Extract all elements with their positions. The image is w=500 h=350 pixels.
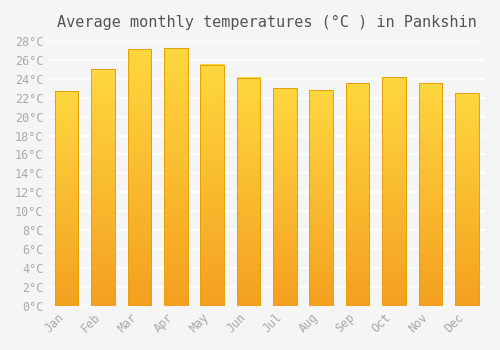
Bar [273, 88, 296, 306]
Bar [164, 48, 188, 306]
Bar [236, 78, 260, 306]
Bar [455, 93, 478, 306]
Bar [128, 49, 151, 306]
Bar [418, 84, 442, 306]
Title: Average monthly temperatures (°C ) in Pankshin: Average monthly temperatures (°C ) in Pa… [57, 15, 476, 30]
Bar [200, 64, 224, 306]
Bar [54, 91, 78, 306]
Bar [382, 77, 406, 306]
Bar [91, 69, 115, 306]
Bar [310, 90, 333, 306]
Bar [346, 84, 370, 306]
